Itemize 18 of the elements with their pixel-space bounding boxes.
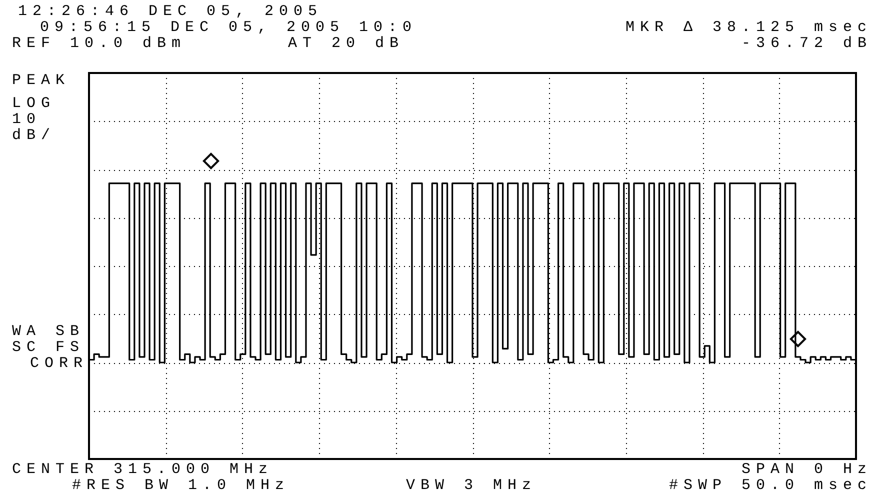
text: dB/ (12, 127, 56, 144)
text: -36.72 dB (741, 35, 872, 52)
text: AT 20 dB (288, 35, 404, 52)
text: WA SB (12, 323, 85, 340)
text: PEAK (12, 72, 70, 89)
text: #RES BW 1.0 MHz (72, 477, 290, 494)
text: CORR (30, 355, 88, 372)
text: LOG (12, 95, 56, 112)
chart-subtitle: 09:56:15 DEC 05, 2005 10:0 (40, 19, 418, 36)
text: VBW 3 MHz (406, 477, 537, 494)
chart-title: 12:26:46 DEC 05, 2005 (18, 3, 323, 20)
text: 10 (12, 111, 42, 128)
text: MKR Δ 38.125 msec (625, 19, 872, 36)
text: CENTER 315.000 MHz (12, 461, 274, 478)
text: REF 10.0 dBm (12, 35, 186, 52)
text: SC FS (12, 339, 85, 356)
text: SPAN 0 Hz (741, 461, 872, 478)
text: #SWP 50.0 msec (668, 477, 872, 494)
